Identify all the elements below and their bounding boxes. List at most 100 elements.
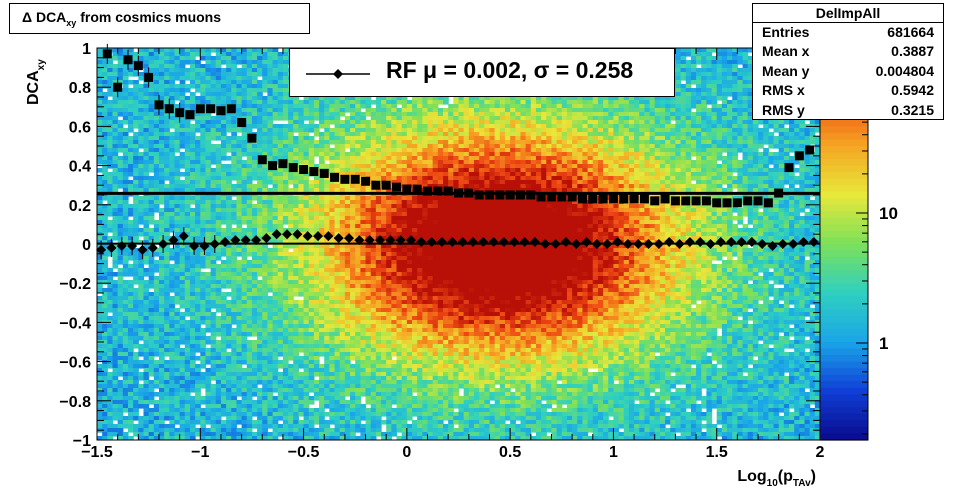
heatmap-cell xyxy=(236,152,243,157)
heatmap-cell xyxy=(138,292,145,297)
heatmap-cell xyxy=(107,208,114,213)
heatmap-cell xyxy=(262,300,269,305)
heatmap-cell xyxy=(319,232,325,237)
heatmap-cell xyxy=(169,64,176,69)
heatmap-cell xyxy=(200,348,207,353)
heatmap-cell xyxy=(153,144,160,149)
heatmap-cell xyxy=(272,80,279,85)
heatmap-cell xyxy=(308,292,315,297)
heatmap-cell xyxy=(257,284,263,289)
heatmap-cell xyxy=(344,108,351,113)
heatmap-cell xyxy=(174,432,181,437)
heatmap-cell xyxy=(122,264,129,269)
heatmap-cell xyxy=(257,168,263,173)
heatmap-cell xyxy=(184,384,191,389)
heatmap-cell xyxy=(210,64,217,69)
heatmap-cell xyxy=(288,396,294,401)
heatmap-cell xyxy=(257,348,263,353)
heatmap-cell xyxy=(360,352,367,357)
heatmap-cell xyxy=(277,392,284,397)
heatmap-cell xyxy=(293,408,299,413)
heatmap-cell xyxy=(339,156,346,161)
heatmap-cell xyxy=(195,212,201,217)
heatmap-cell xyxy=(184,380,191,385)
heatmap-cell xyxy=(205,72,212,77)
heatmap-cell xyxy=(251,228,258,233)
heatmap-cell xyxy=(246,340,253,345)
heatmap-cell xyxy=(334,252,341,257)
heatmap-cell xyxy=(210,124,217,129)
heatmap-cell xyxy=(153,112,160,117)
heatmap-cell xyxy=(241,280,248,285)
heatmap-cell xyxy=(303,296,310,301)
heatmap-cell xyxy=(360,144,367,149)
heatmap-cell xyxy=(319,280,325,285)
heatmap-cell xyxy=(231,120,238,125)
heatmap-cell xyxy=(164,320,170,325)
heatmap-cell xyxy=(210,228,217,233)
heatmap-cell xyxy=(169,160,176,165)
heatmap-cell xyxy=(117,288,124,293)
heatmap-cell xyxy=(262,152,269,157)
heatmap-cell xyxy=(272,376,279,381)
heatmap-cell xyxy=(267,108,274,113)
heatmap-cell xyxy=(179,336,186,341)
heatmap-cell xyxy=(241,208,248,213)
heatmap-cell xyxy=(251,400,258,405)
heatmap-cell xyxy=(122,88,129,93)
heatmap-cell xyxy=(282,392,289,397)
heatmap-cell xyxy=(339,404,346,409)
heatmap-cell xyxy=(313,264,320,269)
heatmap-cell xyxy=(262,400,269,405)
heatmap-cell xyxy=(153,288,160,293)
heatmap-cell xyxy=(153,76,160,81)
heatmap-cell xyxy=(308,416,315,421)
heatmap-cell xyxy=(251,188,258,193)
heatmap-cell xyxy=(148,432,155,437)
heatmap-cell xyxy=(205,212,212,217)
heatmap-cell xyxy=(365,328,372,333)
heatmap-cell xyxy=(334,332,341,337)
heatmap-cell xyxy=(169,428,176,433)
heatmap-cell xyxy=(324,108,330,113)
heatmap-cell xyxy=(282,220,289,225)
heatmap-cell xyxy=(344,272,351,277)
heatmap-cell xyxy=(117,396,124,401)
heatmap-cell xyxy=(288,372,294,377)
heatmap-cell xyxy=(251,332,258,337)
heatmap-cell xyxy=(272,148,279,153)
heatmap-cell xyxy=(205,376,212,381)
heatmap-cell xyxy=(179,228,186,233)
heatmap-cell xyxy=(262,268,269,273)
heatmap-cell xyxy=(246,124,253,129)
heatmap-cell xyxy=(205,276,212,281)
heatmap-cell xyxy=(97,272,103,277)
heatmap-cell xyxy=(272,60,279,65)
heatmap-cell xyxy=(153,380,160,385)
heatmap-cell xyxy=(122,424,129,429)
heatmap-cell xyxy=(303,256,310,261)
heatmap-cell xyxy=(298,116,305,121)
heatmap-cell xyxy=(210,204,217,209)
heatmap-cell xyxy=(133,176,139,181)
heatmap-cell xyxy=(169,100,176,105)
heatmap-cell xyxy=(251,232,258,237)
heatmap-cell xyxy=(282,292,289,297)
heatmap-cell xyxy=(112,372,119,377)
heatmap-cell xyxy=(246,304,253,309)
heatmap-cell xyxy=(117,324,124,329)
heatmap-cell xyxy=(153,296,160,301)
heatmap-cell xyxy=(282,280,289,285)
heatmap-cell xyxy=(319,112,325,117)
heatmap-cell xyxy=(169,332,176,337)
heatmap-cell xyxy=(133,232,139,237)
heatmap-cell xyxy=(226,48,232,53)
heatmap-cell xyxy=(215,340,222,345)
heatmap-cell xyxy=(282,424,289,429)
heatmap-cell xyxy=(262,208,269,213)
heatmap-cell xyxy=(277,140,284,145)
heatmap-cell xyxy=(246,228,253,233)
heatmap-cell xyxy=(127,368,134,373)
heatmap-cell xyxy=(179,256,186,261)
heatmap-cell xyxy=(138,300,145,305)
